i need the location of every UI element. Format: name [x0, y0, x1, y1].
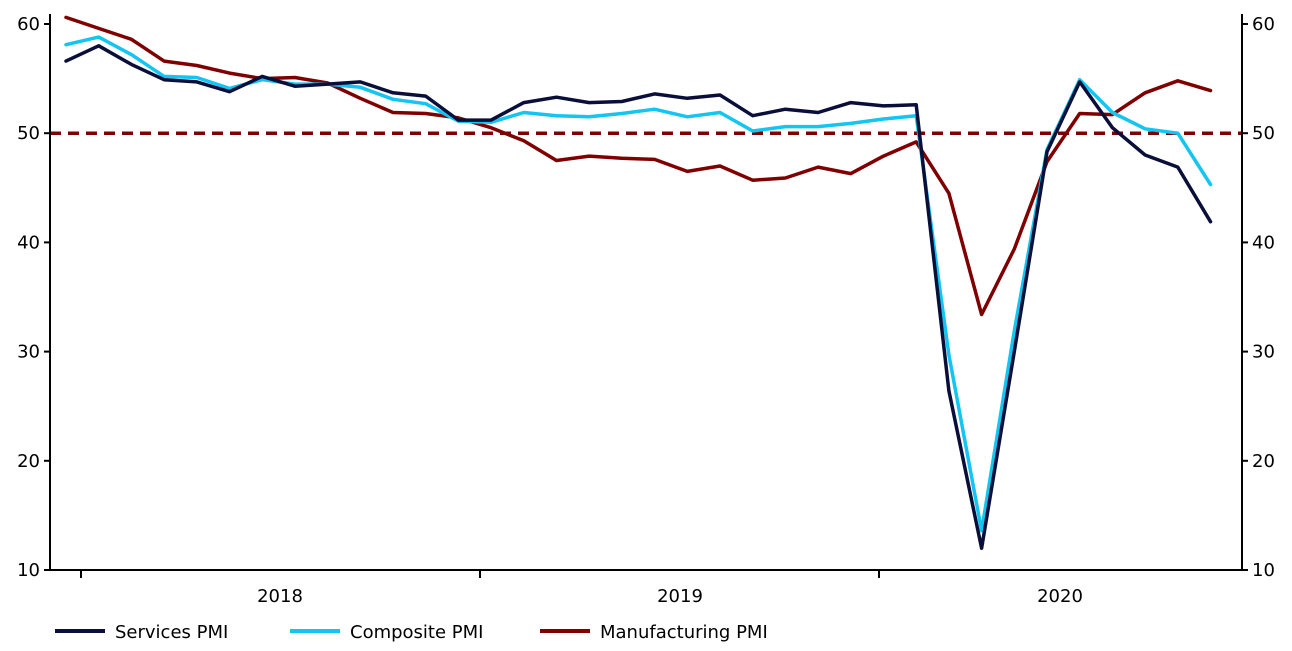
legend-manufacturing-pmi-label: Manufacturing PMI — [600, 622, 768, 643]
series-line-manufacturing-pmi — [64, 15, 1213, 317]
y-tick-label-right: 10 — [1252, 560, 1275, 581]
x-tick-label: 2018 — [257, 586, 303, 607]
y-tick-label-right: 20 — [1252, 451, 1275, 472]
y-tick-label-left: 60 — [17, 14, 40, 35]
x-tick-label: 2019 — [657, 586, 703, 607]
legend: Services PMI Composite PMI Manufacturing P… — [55, 622, 768, 643]
y-tick-label-right: 60 — [1252, 14, 1275, 35]
legend-services-pmi-label: Services PMI — [115, 622, 228, 643]
y-tick-label-left: 30 — [17, 342, 40, 363]
y-tick-label-right: 40 — [1252, 232, 1275, 253]
y-tick-label-left: 20 — [17, 451, 40, 472]
x-tick-label: 2020 — [1037, 586, 1083, 607]
y-tick-label-left: 50 — [17, 123, 40, 144]
y-tick-label-right: 30 — [1252, 342, 1275, 363]
y-tick-label-right: 50 — [1252, 123, 1275, 144]
y-tick-label-left: 40 — [17, 232, 40, 253]
series-line-services-pmi — [64, 44, 1213, 550]
series-layer — [64, 15, 1213, 550]
legend-composite-pmi-label: Composite PMI — [350, 622, 483, 643]
series-line-composite-pmi — [64, 35, 1213, 533]
y-tick-label-left: 10 — [17, 560, 40, 581]
